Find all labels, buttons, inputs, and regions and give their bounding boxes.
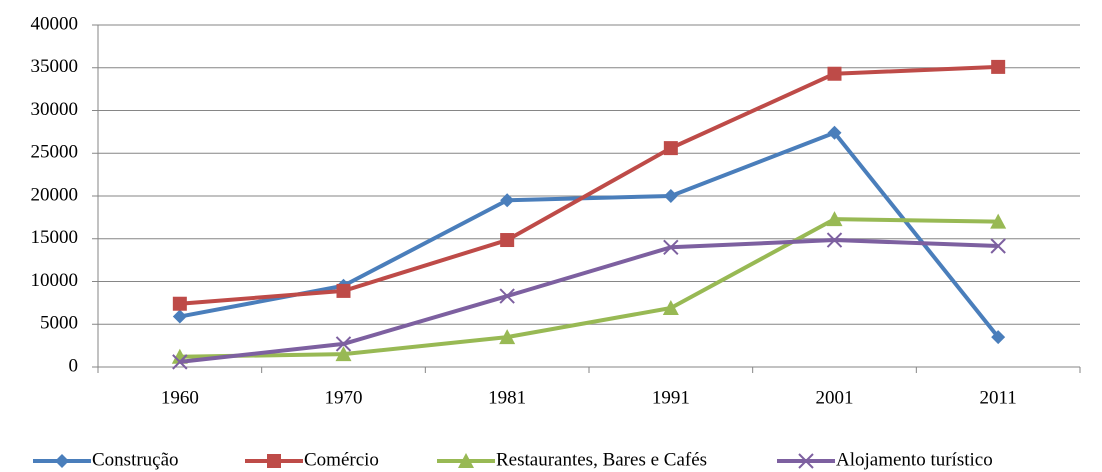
legend-label: Construção <box>92 449 179 470</box>
y-tick-label: 40000 <box>31 13 79 34</box>
x-tick-label: 1981 <box>488 387 526 408</box>
marker <box>990 238 1006 254</box>
marker <box>990 213 1007 229</box>
y-tick-label: 25000 <box>31 142 79 163</box>
series-line <box>179 130 1000 339</box>
x-tick-label: 2011 <box>980 387 1017 408</box>
x-tick-label: 1991 <box>652 387 690 408</box>
marker <box>827 125 842 140</box>
y-tick-label: 5000 <box>40 313 78 334</box>
legend-label: Comércio <box>304 449 379 470</box>
y-tick-label: 15000 <box>31 227 79 248</box>
marker <box>827 66 842 81</box>
marker <box>663 239 679 256</box>
y-tick-label: 20000 <box>31 184 79 205</box>
series-line <box>179 217 999 359</box>
legend-label: Alojamento turístico <box>836 449 993 470</box>
x-tick-label: 2001 <box>816 387 854 408</box>
marker <box>458 453 474 468</box>
y-tick-label: 30000 <box>31 99 79 120</box>
marker <box>499 329 516 345</box>
legend-label: Restaurantes, Bares e Cafés <box>496 449 707 470</box>
marker <box>826 232 843 248</box>
marker <box>663 141 678 156</box>
marker <box>663 189 678 203</box>
marker <box>336 283 351 298</box>
series-line <box>179 238 999 364</box>
marker <box>172 296 187 311</box>
y-tick-label: 0 <box>69 355 79 376</box>
marker <box>172 309 187 324</box>
marker <box>500 193 515 208</box>
marker <box>55 454 69 468</box>
marker <box>335 336 352 352</box>
marker <box>826 211 843 227</box>
y-tick-label: 35000 <box>31 56 79 77</box>
marker <box>172 354 188 370</box>
x-tick-label: 1970 <box>325 387 363 408</box>
marker <box>500 233 515 248</box>
marker <box>991 59 1006 74</box>
marker <box>798 453 814 469</box>
marker <box>662 300 679 316</box>
marker <box>499 288 515 304</box>
x-tick-label: 1960 <box>161 387 199 408</box>
series-line <box>179 64 999 306</box>
marker <box>267 454 281 468</box>
marker <box>991 330 1006 345</box>
marker <box>335 346 352 362</box>
y-tick-label: 10000 <box>31 270 79 291</box>
